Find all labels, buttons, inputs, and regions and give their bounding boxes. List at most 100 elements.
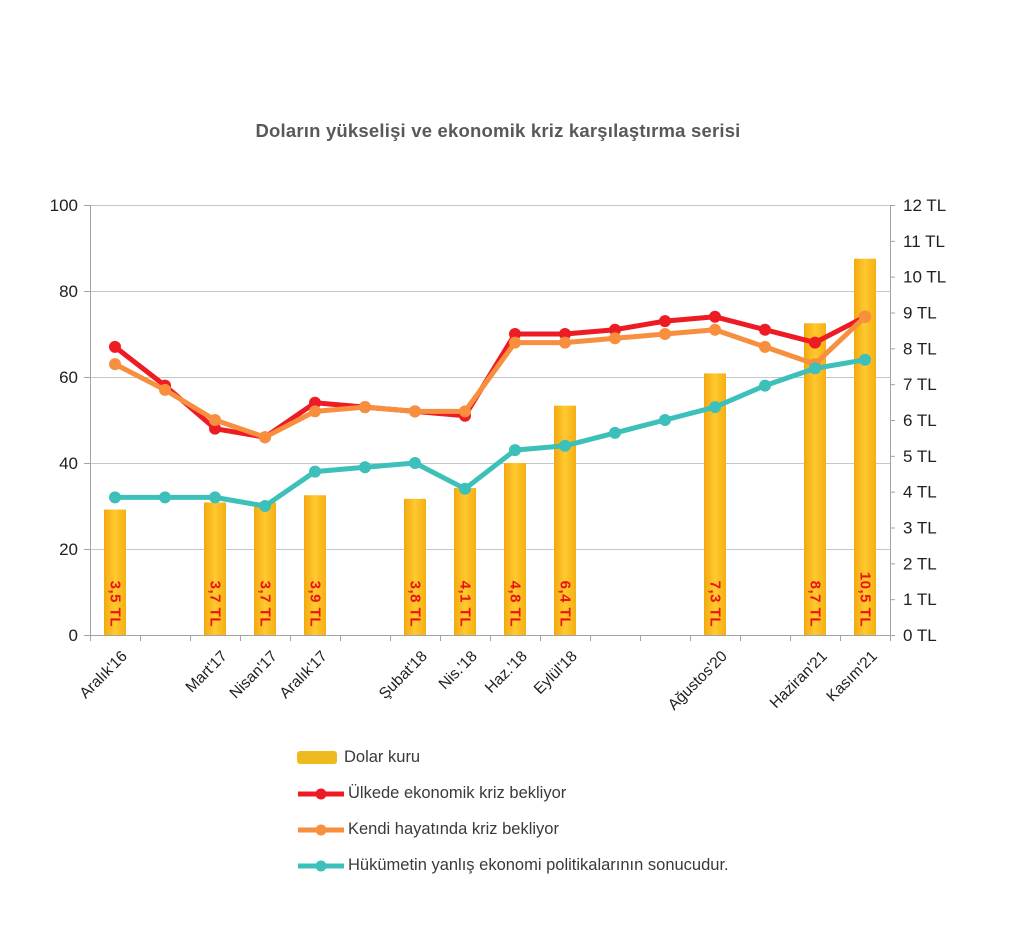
chart-title: Doların yükselişi ve ekonomik kriz karşı…	[255, 120, 741, 141]
data-point-marker	[409, 457, 421, 469]
bar-value-label: 4,8 TL	[507, 581, 524, 627]
left-axis-tick-label: 0	[69, 626, 78, 645]
bar	[104, 509, 126, 635]
bar-value-label: 7,3 TL	[707, 581, 724, 627]
legend-line-swatch	[298, 824, 344, 835]
category-label: Aralık'17	[277, 648, 331, 702]
category-label: Kasım'21	[823, 648, 880, 705]
bar	[304, 495, 326, 635]
data-point-marker	[609, 332, 621, 345]
data-point-marker	[259, 431, 271, 444]
bar	[554, 405, 576, 635]
bar	[404, 498, 426, 635]
category-label: Nis.'18	[436, 648, 481, 693]
legend-label: Hükümetin yanlış ekonomi politikalarının…	[348, 856, 729, 874]
data-point-marker	[259, 500, 271, 512]
chart-legend: Dolar kuru Ülkede ekonomik kriz bekliyor K…	[297, 746, 729, 877]
left-axis-tick-label: 100	[50, 196, 78, 215]
data-point-marker	[709, 310, 721, 323]
data-point-marker	[509, 328, 521, 340]
bar-value-label: 3,9 TL	[307, 581, 324, 627]
data-point-marker	[109, 340, 121, 353]
series-line	[112, 314, 868, 440]
bar-labels-group: 3,5 TL 3,7 TL 3,7 TL 3,9 TL 3,8 TL 4,1 TL 4,8 …	[107, 572, 874, 627]
data-point-marker	[609, 323, 621, 336]
series-2	[109, 353, 871, 512]
bar-value-label: 6,4 TL	[557, 581, 574, 627]
category-label: Haziran'21	[767, 648, 831, 712]
data-point-marker	[809, 336, 821, 349]
right-axis-tick-label: 4 TL	[903, 483, 937, 502]
legend-line-swatch	[298, 788, 344, 799]
data-point-marker	[759, 340, 771, 353]
right-axis-tick-label: 6 TL	[903, 411, 937, 430]
right-axis-tick-label: 1 TL	[903, 590, 937, 609]
bars-group	[104, 258, 876, 635]
right-axis-tick-label: 11 TL	[903, 232, 945, 251]
bar	[804, 323, 826, 635]
right-axis-tick-label: 3 TL	[903, 519, 937, 538]
bar	[454, 488, 476, 635]
legend-label: Kendi hayatında kriz bekliyor	[348, 820, 559, 838]
bar-value-label: 3,8 TL	[407, 581, 424, 627]
legend-item: Dolar kuru	[297, 746, 729, 769]
left-axis-tick-label: 80	[59, 282, 78, 301]
bar-value-label: 3,7 TL	[257, 581, 274, 627]
right-axis-tick-label: 10 TL	[903, 268, 946, 287]
right-axis-tick-label: 12 TL	[903, 196, 946, 215]
category-label: Ağustos'20	[665, 648, 731, 714]
category-label: Haz.'18	[482, 648, 531, 697]
left-axis-tick-label: 40	[59, 454, 78, 473]
bar-value-label: 3,7 TL	[207, 581, 224, 627]
legend-item: Hükümetin yanlış ekonomi politikalarının…	[297, 854, 729, 877]
bar-value-label: 8,7 TL	[807, 581, 824, 627]
right-axis-tick-label: 0 TL	[903, 626, 937, 645]
data-point-marker	[159, 383, 171, 396]
data-point-marker	[859, 353, 871, 366]
data-point-marker	[309, 396, 321, 409]
bar	[854, 258, 876, 635]
data-point-marker	[859, 310, 871, 323]
data-point-marker	[359, 401, 371, 414]
data-point-marker	[659, 328, 671, 340]
legend-label: Ülkede ekonomik kriz bekliyor	[348, 784, 567, 802]
data-point-marker	[759, 379, 771, 392]
category-label: Şubat'18	[376, 648, 431, 703]
data-point-marker	[209, 491, 221, 504]
bar	[504, 463, 526, 635]
data-point-marker	[309, 465, 321, 478]
data-point-marker	[559, 328, 571, 340]
right-axis-tick-label: 2 TL	[903, 554, 937, 573]
data-point-marker	[359, 461, 371, 474]
data-point-marker	[559, 439, 571, 452]
data-point-marker	[659, 414, 671, 426]
axis-ticks	[84, 205, 895, 641]
bar	[254, 502, 276, 635]
category-label: Nisan'17	[227, 648, 281, 702]
right-axis-labels: 0 TL 1 TL 2 TL 3 TL 4 TL 5 TL 6 TL 7 TL 8 TL 9 TL…	[903, 196, 946, 645]
series-1	[109, 310, 871, 444]
data-point-marker	[509, 444, 521, 457]
legend-line-marker-icon	[315, 824, 327, 835]
data-point-marker	[809, 362, 821, 375]
data-point-marker	[409, 405, 421, 418]
data-point-marker	[509, 336, 521, 349]
legend-item: Kendi hayatında kriz bekliyor	[297, 818, 729, 841]
left-axis-tick-label: 20	[59, 540, 78, 559]
series-line	[112, 357, 868, 509]
data-point-marker	[459, 482, 471, 495]
bar-value-label: 10,5 TL	[857, 572, 874, 627]
legend-item: Ülkede ekonomik kriz bekliyor	[297, 782, 729, 805]
bar	[204, 502, 226, 635]
right-axis-tick-label: 9 TL	[903, 304, 937, 323]
data-point-marker	[109, 358, 121, 371]
category-label: Mart'17	[183, 648, 231, 696]
data-point-marker	[659, 315, 671, 328]
left-axis-labels: 0 20 40 60 80 100	[50, 196, 78, 645]
data-point-marker	[609, 426, 621, 439]
data-point-marker	[709, 401, 721, 414]
category-label: Aralık'16	[77, 648, 131, 702]
left-axis-tick-label: 60	[59, 368, 78, 387]
